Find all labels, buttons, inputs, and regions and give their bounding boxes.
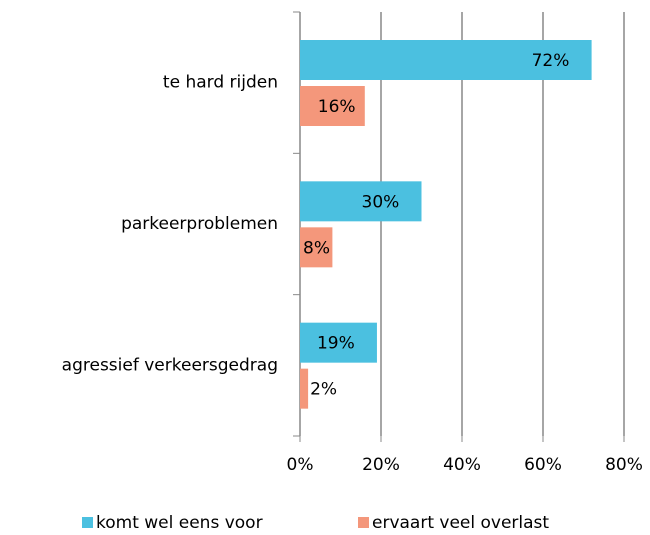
legend-swatch <box>82 517 93 528</box>
x-tick-label: 60% <box>524 455 562 475</box>
data-label: 30% <box>362 192 400 212</box>
y-tick-label: parkeerproblemen <box>121 214 278 234</box>
data-label: 72% <box>532 51 570 71</box>
legend-label: ervaart veel overlast <box>372 513 549 533</box>
legend-swatch <box>358 517 369 528</box>
data-label: 8% <box>303 238 330 258</box>
y-tick-label: agressief verkeersgedrag <box>62 355 278 375</box>
y-tick-label: te hard rijden <box>163 73 278 93</box>
bar <box>300 368 309 409</box>
legend-label: komt wel eens voor <box>96 513 263 533</box>
data-label: 2% <box>310 380 337 400</box>
bar <box>300 181 422 222</box>
bar <box>300 227 333 268</box>
x-tick-label: 80% <box>605 455 643 475</box>
bar <box>300 40 592 80</box>
x-tick-label: 0% <box>287 455 314 475</box>
bar <box>300 322 377 363</box>
x-tick-label: 40% <box>443 455 481 475</box>
bar <box>300 86 365 126</box>
x-tick-label: 20% <box>362 455 400 475</box>
data-label: 16% <box>318 97 356 117</box>
data-label: 19% <box>317 334 355 354</box>
